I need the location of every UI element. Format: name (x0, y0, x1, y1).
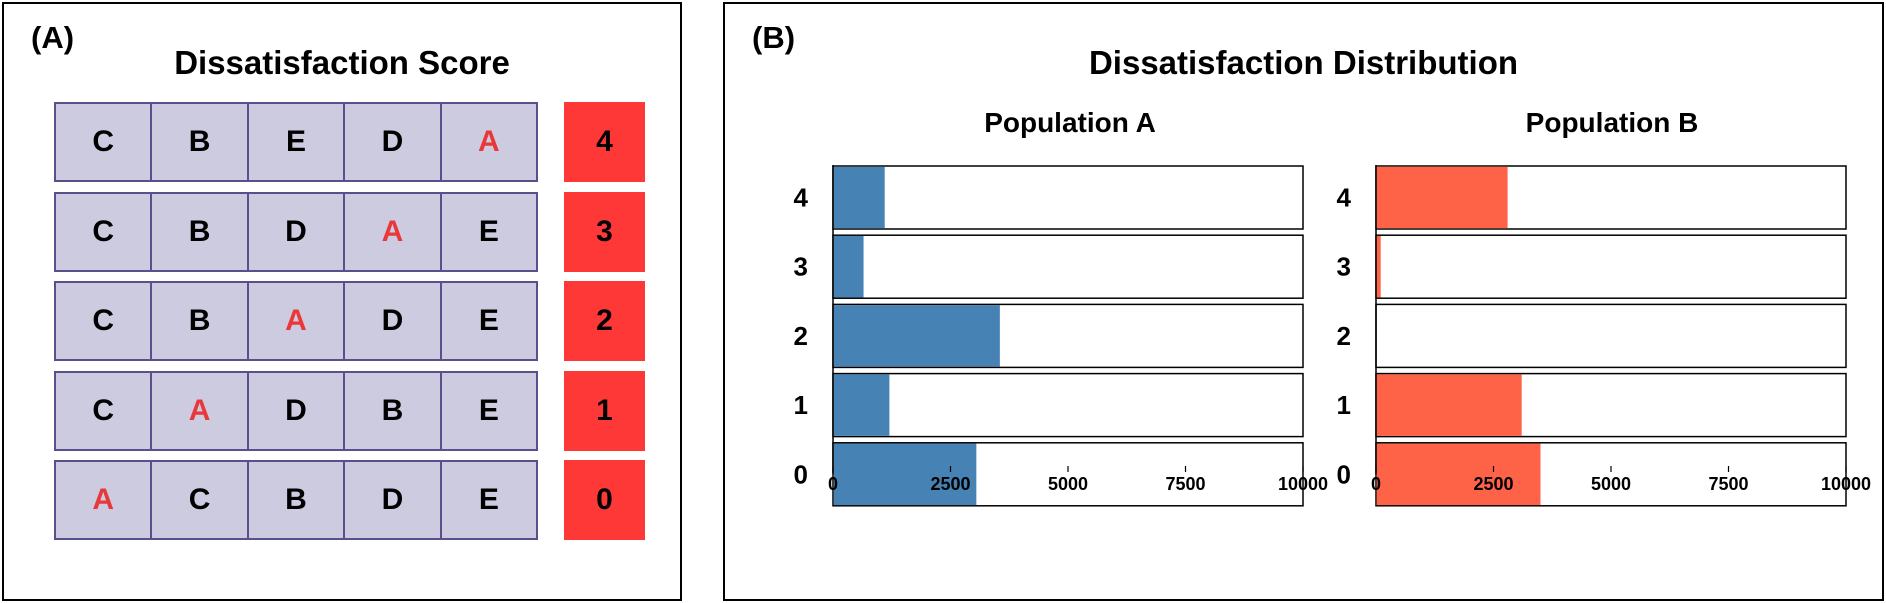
rank-cell: E (478, 215, 499, 248)
bar (833, 305, 1000, 367)
bar (1376, 235, 1381, 298)
category-label: 1 (1337, 390, 1351, 420)
x-tick-label: 2500 (1473, 474, 1513, 494)
category-label: 2 (794, 321, 808, 351)
category-label: 0 (1337, 459, 1351, 489)
score-box: 4 (564, 102, 645, 182)
score-box: 3 (564, 192, 645, 272)
rank-cell: E (249, 104, 346, 180)
panel-b-title: Dissatisfaction Distribution (1088, 44, 1519, 81)
x-tick-label: 0 (1371, 474, 1381, 494)
rank-cell: D (345, 283, 442, 359)
category-label: 0 (794, 459, 808, 489)
rank-cell: E (478, 394, 499, 427)
category-label: 4 (794, 183, 809, 213)
x-tick-label: 7500 (1708, 474, 1748, 494)
bar (1376, 374, 1522, 436)
category-label: 4 (1337, 183, 1352, 213)
category-label: 3 (1337, 252, 1351, 282)
rank-cell: A (56, 462, 153, 538)
x-tick-label: 7500 (1165, 474, 1205, 494)
rank-cell: B (152, 194, 249, 270)
bar-frame (832, 165, 1304, 230)
panel-a-label: (A) (31, 20, 75, 55)
bar (833, 374, 890, 436)
x-tick-label: 5000 (1048, 474, 1088, 494)
x-tick-label: 10000 (1278, 474, 1328, 494)
rank-cell: A (345, 194, 442, 270)
bar-frame (832, 234, 1304, 299)
rank-cell: C (56, 194, 153, 270)
rank-cell: A (249, 283, 346, 359)
population-b-title: Population B (1525, 107, 1699, 138)
bar-frame (1375, 303, 1847, 369)
bar-frame (1375, 234, 1847, 299)
rank-cell: A (477, 125, 500, 158)
score-box: 1 (564, 371, 645, 451)
rank-cell: B (345, 373, 442, 449)
rank-cell: C (56, 283, 153, 359)
bar (833, 235, 864, 298)
rank-cell: D (345, 104, 442, 180)
score-box: 0 (564, 460, 645, 540)
rank-cell: A (152, 373, 249, 449)
population-a-title: Population A (984, 107, 1156, 138)
rank-cell: D (345, 462, 442, 538)
rank-cell: B (152, 283, 249, 359)
rank-cell: D (249, 373, 346, 449)
bar-frame (832, 372, 1304, 438)
score-box: 2 (564, 281, 645, 361)
panel-b: (B) Dissatisfaction Distribution Populat… (723, 2, 1884, 601)
rank-cell: E (478, 483, 499, 516)
bar (833, 443, 977, 506)
rank-cell: C (56, 373, 153, 449)
panel-a-title: Dissatisfaction Score (174, 44, 510, 81)
bar (1376, 443, 1541, 506)
category-label: 2 (1337, 321, 1351, 351)
panel-b-label: (B) (752, 20, 796, 55)
rank-cell: D (249, 194, 346, 270)
rank-cell: C (56, 104, 153, 180)
x-tick-label: 2500 (930, 474, 970, 494)
bar (833, 166, 885, 229)
rank-cell: B (249, 462, 346, 538)
rank-cell: B (152, 104, 249, 180)
category-label: 3 (794, 252, 808, 282)
x-tick-label: 5000 (1591, 474, 1631, 494)
rank-cell: E (478, 304, 499, 337)
rank-cell: C (152, 462, 249, 538)
x-tick-label: 0 (828, 474, 838, 494)
x-tick-label: 10000 (1821, 474, 1871, 494)
category-label: 1 (794, 390, 808, 420)
bar (1376, 166, 1508, 229)
